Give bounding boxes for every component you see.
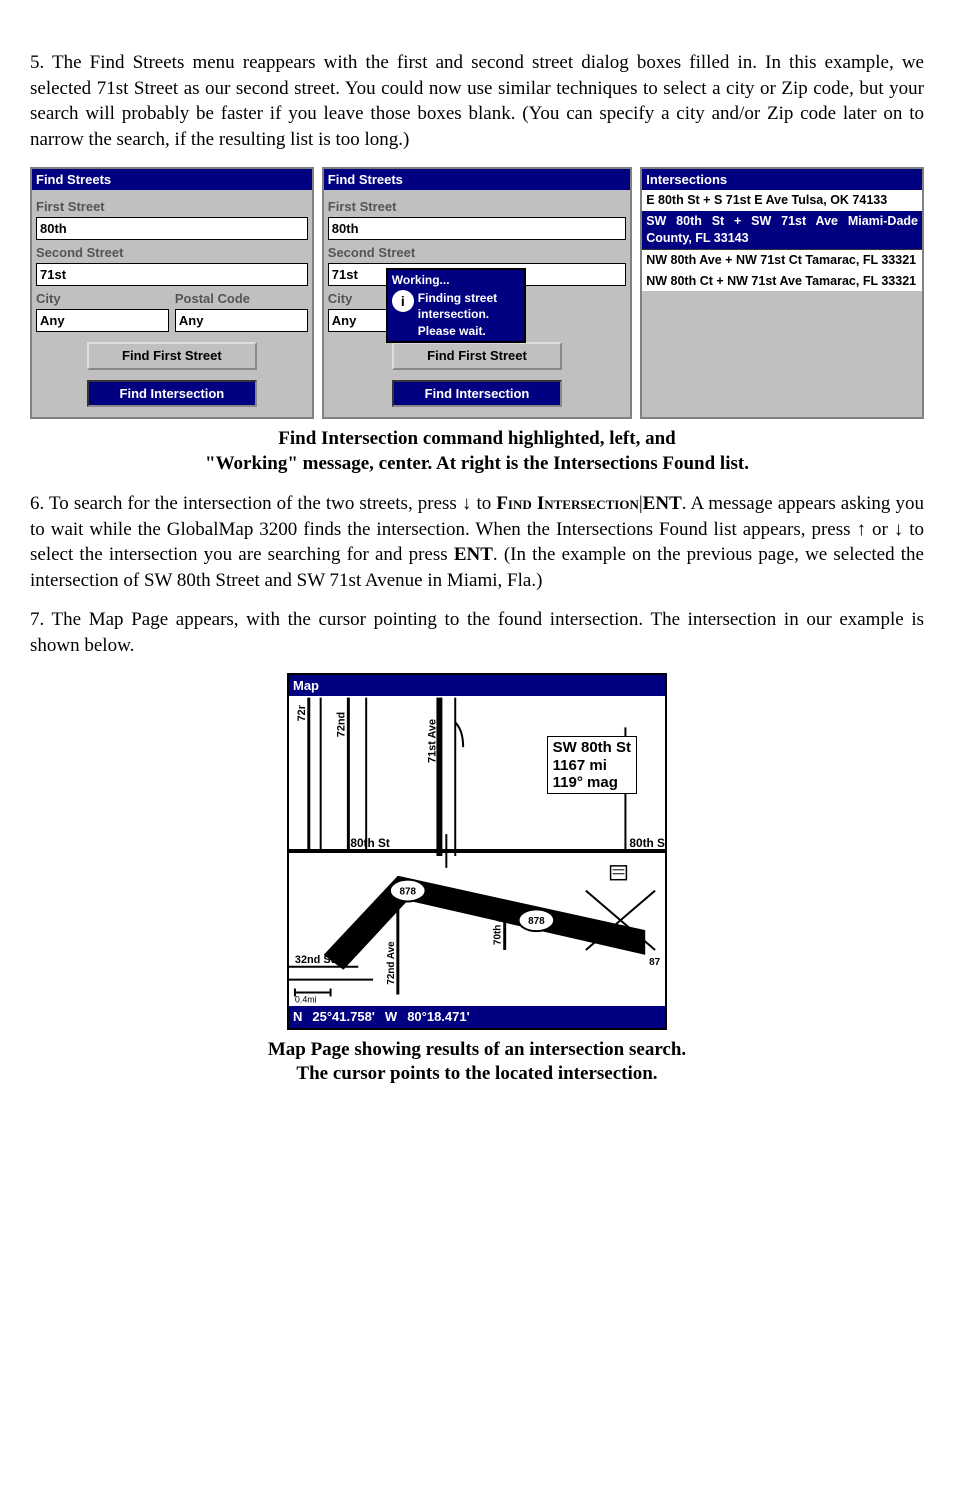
map-info-box: SW 80th St 1167 mi 119° mag [547, 736, 637, 794]
status-w: W [385, 1008, 397, 1026]
find-intersection-button[interactable]: Find Intersection [87, 380, 257, 408]
map-info-street: SW 80th St [553, 739, 631, 756]
screenshot-panels: Find Streets First Street 80th Second St… [30, 167, 924, 420]
intro-paragraph: 5. The Find Streets menu reappears with … [30, 50, 924, 153]
intersections-panel: Intersections E 80th St + S 71st E Ave T… [640, 167, 924, 420]
city-input[interactable]: Any [36, 309, 169, 333]
svg-text:71st Ave: 71st Ave [426, 719, 438, 763]
svg-text:878: 878 [399, 887, 416, 898]
intersection-row-3[interactable]: NW 80th Ct + NW 71st Ave Tamarac, FL 333… [642, 271, 922, 292]
svg-text:70th Ave: 70th Ave [493, 904, 504, 945]
map-canvas: 72r 72nd 71st Ave Ave 80th St 80th S 878… [289, 696, 665, 1006]
svg-text:0.4mi: 0.4mi [295, 995, 317, 1005]
city-label: City [36, 290, 169, 308]
intersection-row-1-selected[interactable]: SW 80th St + SW 71st Ave Miami-Dade Coun… [642, 211, 922, 250]
info-icon: i [392, 290, 414, 312]
panel3-title: Intersections [642, 169, 922, 191]
step-6-paragraph: 6. To search for the intersection of the… [30, 491, 924, 594]
panel2-title: Find Streets [324, 169, 630, 191]
svg-text:72nd: 72nd [335, 712, 347, 737]
intersection-row-0[interactable]: E 80th St + S 71st E Ave Tulsa, OK 74133 [642, 190, 922, 211]
map-status-bar: N 25°41.758' W 80°18.471' [289, 1006, 665, 1028]
svg-text:80th S: 80th S [629, 836, 665, 850]
second-street-input[interactable]: 71st [36, 263, 308, 287]
figure-1-caption: Find Intersection command highlighted, l… [30, 427, 924, 476]
working-title: Working... [392, 272, 520, 288]
second-street-label: Second Street [36, 244, 308, 262]
postal-label: Postal Code [175, 290, 308, 308]
intersection-row-2[interactable]: NW 80th Ave + NW 71st Ct Tamarac, FL 333… [642, 250, 922, 271]
map-figure: Map [287, 673, 667, 1030]
map-info-distance: 1167 mi [553, 757, 631, 774]
first-street-input-2[interactable]: 80th [328, 217, 626, 241]
first-street-label: First Street [36, 198, 308, 216]
map-info-bearing: 119° mag [553, 774, 631, 791]
find-streets-panel-center: Find Streets First Street 80th Second St… [322, 167, 632, 420]
step-7-paragraph: 7. The Map Page appears, with the cursor… [30, 607, 924, 658]
panel1-title: Find Streets [32, 169, 312, 191]
svg-text:878: 878 [528, 916, 545, 927]
svg-text:72nd Ave: 72nd Ave [386, 941, 397, 985]
first-street-label-2: First Street [328, 198, 626, 216]
svg-text:32nd St: 32nd St [295, 954, 335, 966]
find-first-street-button-2[interactable]: Find First Street [392, 342, 562, 370]
status-lon: 80°18.471' [407, 1008, 470, 1026]
first-street-input[interactable]: 80th [36, 217, 308, 241]
status-lat: 25°41.758' [312, 1008, 375, 1026]
working-dialog: Working... i Finding street intersection… [386, 268, 526, 343]
svg-text:80th St: 80th St [350, 836, 390, 850]
svg-text:72r: 72r [296, 705, 308, 722]
working-message: Finding street intersection. Please wait… [418, 290, 520, 339]
find-first-street-button[interactable]: Find First Street [87, 342, 257, 370]
find-streets-panel-left: Find Streets First Street 80th Second St… [30, 167, 314, 420]
map-title: Map [289, 675, 665, 697]
figure-2-caption: Map Page showing results of an intersect… [30, 1038, 924, 1087]
find-intersection-button-2[interactable]: Find Intersection [392, 380, 562, 408]
second-street-label-2: Second Street [328, 244, 626, 262]
postal-input[interactable]: Any [175, 309, 308, 333]
svg-text:87: 87 [649, 957, 660, 968]
status-n: N [293, 1008, 302, 1026]
